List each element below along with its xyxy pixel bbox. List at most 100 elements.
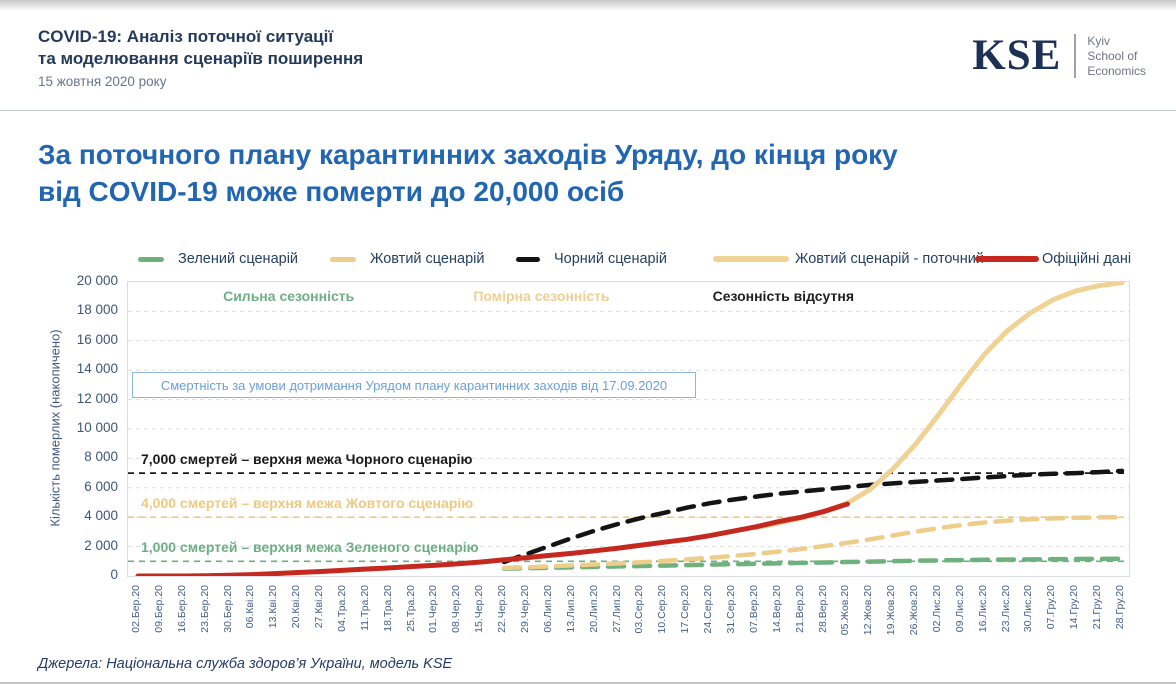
legend-label: Жовтий сценарій bbox=[370, 251, 485, 267]
kse-logo-name: Kyiv School of Economics bbox=[1087, 34, 1146, 79]
x-tick-label: 12.Жов.20 bbox=[862, 585, 875, 636]
kse-logo-acronym: KSE bbox=[972, 32, 1062, 79]
x-tick-label: 16.Лис.20 bbox=[976, 585, 989, 633]
x-tick-label: 06.Кві.20 bbox=[244, 585, 257, 629]
y-tick-label: 0 bbox=[110, 567, 118, 582]
x-tick-label: 27.Кві.20 bbox=[313, 585, 326, 629]
x-tick-label: 06.Лип.20 bbox=[541, 585, 554, 633]
x-tick-label: 09.Бер.20 bbox=[152, 585, 165, 633]
x-tick-label: 28.Гру.20 bbox=[1114, 585, 1126, 630]
x-tick-label: 29.Чер.20 bbox=[519, 585, 532, 633]
y-tick-label: 14 000 bbox=[76, 361, 118, 377]
x-tick-label: 28.Вер.20 bbox=[816, 585, 829, 633]
kse-logo-divider bbox=[1074, 34, 1077, 78]
x-tick-label: 22.Чер.20 bbox=[496, 585, 509, 633]
legend-item: Чорний сценарій bbox=[516, 249, 667, 269]
y-tick-label: 8 000 bbox=[84, 449, 118, 465]
page-title-line1: За поточного плану карантинних заходів У… bbox=[38, 139, 898, 170]
x-tick-label: 30.Бер.20 bbox=[221, 585, 234, 633]
x-tick-label: 21.Вер.20 bbox=[793, 585, 806, 633]
chart-legend: Зелений сценарій Жовтий сценарій Чорний сц… bbox=[127, 249, 1131, 269]
report-date: 15 жовтня 2020 року bbox=[38, 74, 167, 89]
report-title-line2: та моделювання сценаріїв поширення bbox=[38, 49, 364, 68]
series-dashed bbox=[501, 468, 1125, 565]
x-tick-label: 25.Тра.20 bbox=[404, 585, 417, 632]
legend-item: Офіційні дані bbox=[975, 249, 1131, 269]
x-tick-label: 18.Тра.20 bbox=[381, 585, 394, 632]
x-tick-label: 08.Чер.20 bbox=[450, 585, 463, 633]
series-dashed bbox=[501, 556, 1125, 571]
kse-logo-name-line: School of bbox=[1087, 48, 1138, 63]
top-gradient-strip bbox=[0, 0, 1176, 11]
y-tick-label: 2 000 bbox=[84, 537, 118, 553]
header-divider-rule bbox=[0, 110, 1176, 111]
x-tick-label: 10.Сер.20 bbox=[656, 585, 669, 634]
report-title: COVID-19: Аналіз поточної ситуації та мо… bbox=[38, 26, 363, 70]
x-tick-label: 30.Лис.20 bbox=[1022, 585, 1035, 633]
y-tick-label: 4 000 bbox=[84, 508, 118, 524]
legend-item: Жовтий сценарій - поточний bbox=[713, 249, 984, 269]
legend-label: Жовтий сценарій - поточний bbox=[795, 251, 984, 267]
x-tick-label: 07.Вер.20 bbox=[747, 585, 760, 633]
x-tick-label: 07.Гру.20 bbox=[1045, 585, 1058, 630]
chart-canvas bbox=[128, 282, 1129, 576]
series-dashed bbox=[501, 514, 1125, 571]
annotation-box: Смертність за умови дотримання Урядом пл… bbox=[132, 372, 696, 398]
legend-label: Чорний сценарій bbox=[554, 251, 667, 267]
y-tick-label: 10 000 bbox=[76, 420, 118, 435]
legend-label: Офіційні дані bbox=[1042, 251, 1132, 267]
y-tick-label: 6 000 bbox=[84, 478, 118, 494]
x-tick-label: 31.Сер.20 bbox=[724, 585, 737, 634]
kse-logo-name-line: Economics bbox=[1087, 63, 1146, 78]
bottom-strip bbox=[0, 682, 1176, 684]
page-title-line2: від COVID-19 може померти до 20,000 осіб bbox=[38, 176, 625, 207]
kse-logo-name-line: Kyiv bbox=[1087, 33, 1110, 48]
seasonality-label: Помірна сезонність bbox=[473, 288, 610, 304]
threshold-label: 7,000 смертей – верхня межа Чорного сцен… bbox=[141, 451, 473, 468]
legend-item: Зелений сценарій bbox=[138, 249, 298, 269]
legend-item: Жовтий сценарій bbox=[330, 249, 484, 269]
x-tick-label: 16.Бер.20 bbox=[175, 585, 188, 633]
x-tick-label: 09.Лис.20 bbox=[953, 585, 966, 633]
x-tick-label: 26.Жов.20 bbox=[908, 585, 921, 636]
seasonality-label: Сильна сезонність bbox=[223, 288, 355, 304]
y-tick-label: 20 000 bbox=[76, 273, 118, 288]
x-tick-label: 17.Сер.20 bbox=[679, 585, 692, 634]
legend-swatch-icon bbox=[713, 256, 789, 262]
x-tick-label: 01.Чер.20 bbox=[427, 585, 440, 633]
x-tick-label: 11.Тра.20 bbox=[358, 585, 371, 631]
legend-label: Зелений сценарій bbox=[178, 251, 299, 267]
seasonality-label: Сезонність відсутня bbox=[712, 288, 854, 304]
source-note: Джерела: Національна служба здоров’я Укр… bbox=[38, 656, 453, 672]
threshold-label: 1,000 смертей – верхня межа Зеленого сце… bbox=[141, 539, 479, 556]
y-tick-label: 12 000 bbox=[76, 390, 118, 406]
page-title: За поточного плану карантинних заходів У… bbox=[38, 136, 898, 210]
x-tick-label: 13.Кві.20 bbox=[267, 585, 280, 629]
plot-area: Сильна сезонність Помірна сезонність Сезон… bbox=[127, 281, 1130, 577]
legend-swatch-icon bbox=[975, 256, 1039, 262]
x-tick-label: 13.Лип.20 bbox=[564, 585, 577, 633]
x-tick-label: 14.Вер.20 bbox=[770, 585, 783, 633]
legend-swatch-icon bbox=[330, 256, 356, 262]
legend-swatch-icon bbox=[138, 256, 164, 262]
x-tick-label: 02.Бер.20 bbox=[130, 585, 142, 633]
x-tick-label: 20.Лип.20 bbox=[587, 585, 600, 633]
x-tick-label: 14.Гру.20 bbox=[1068, 585, 1081, 630]
x-tick-label: 02.Лис.20 bbox=[930, 585, 943, 633]
x-tick-label: 24.Сер.20 bbox=[702, 585, 715, 634]
x-tick-label: 05.Жов.20 bbox=[839, 585, 852, 636]
x-tick-label: 20.Кві.20 bbox=[290, 585, 303, 629]
x-tick-label: 27.Лип.20 bbox=[610, 585, 623, 633]
x-tick-label: 03.Сер.20 bbox=[633, 585, 646, 634]
x-tick-label: 15.Чер.20 bbox=[473, 585, 486, 633]
kse-logo: KSE Kyiv School of Economics bbox=[972, 33, 1146, 79]
legend-swatch-icon bbox=[516, 256, 540, 262]
threshold-label: 4,000 смертей – верхня межа Жовтого сцен… bbox=[141, 495, 474, 512]
y-tick-label: 16 000 bbox=[76, 331, 118, 347]
report-title-line1: COVID-19: Аналіз поточної ситуації bbox=[38, 27, 334, 46]
x-tick-label: 23.Бер.20 bbox=[198, 585, 211, 633]
series-solid bbox=[135, 501, 850, 576]
y-tick-label: 18 000 bbox=[76, 302, 118, 318]
x-tick-label: 04.Тра.20 bbox=[335, 585, 348, 632]
x-tick-label: 19.Жов.20 bbox=[885, 585, 898, 636]
